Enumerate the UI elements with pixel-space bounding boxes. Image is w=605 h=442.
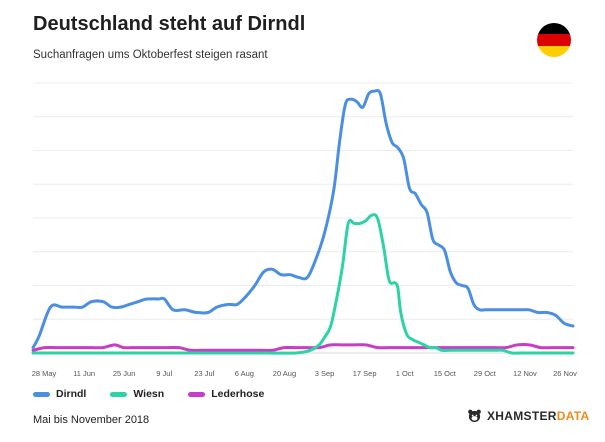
x-tick-label: 11 Jun bbox=[73, 369, 95, 378]
x-tick-label: 6 Aug bbox=[235, 369, 254, 378]
legend-swatch-lederhose bbox=[188, 391, 206, 397]
brand-name: XHAMSTER bbox=[487, 408, 557, 423]
legend-item-lederhose: Lederhose bbox=[188, 388, 264, 400]
x-tick-label: 17 Sep bbox=[353, 369, 377, 378]
page-subtitle: Suchanfragen ums Oktoberfest steigen ras… bbox=[33, 49, 268, 61]
x-tick-label: 15 Oct bbox=[434, 369, 457, 378]
flag-stripe-gold bbox=[537, 45, 571, 57]
x-tick-label: 12 Nov bbox=[513, 369, 537, 378]
legend-item-dirndl: Dirndl bbox=[33, 388, 86, 400]
x-tick-label: 1 Oct bbox=[396, 369, 415, 378]
x-tick-label: 20 Aug bbox=[273, 369, 296, 378]
chart-legend: Dirndl Wiesn Lederhose bbox=[33, 388, 264, 400]
flag-stripe-red bbox=[537, 34, 571, 46]
legend-label-dirndl: Dirndl bbox=[56, 388, 87, 400]
brand-suffix: DATA bbox=[556, 408, 590, 423]
series-line-lederhose bbox=[31, 343, 575, 353]
x-tick-label: 9 Jul bbox=[156, 369, 172, 378]
x-tick-label: 25 Jun bbox=[113, 369, 136, 378]
x-tick-label: 3 Sep bbox=[315, 369, 335, 378]
x-tick-label: 26 Nov bbox=[553, 369, 577, 378]
germany-flag-icon bbox=[537, 23, 571, 57]
legend-item-wiesn: Wiesn bbox=[110, 388, 164, 400]
x-tick-label: 29 Oct bbox=[474, 369, 497, 378]
brand-logo: XHAMSTER DATA bbox=[467, 408, 590, 423]
legend-label-lederhose: Lederhose bbox=[211, 388, 265, 400]
hamster-logo-icon bbox=[468, 409, 481, 423]
legend-label-wiesn: Wiesn bbox=[133, 388, 165, 400]
series-line-wiesn bbox=[31, 213, 575, 355]
x-tick-label: 28 May bbox=[32, 369, 57, 378]
x-tick-label: 23 Jul bbox=[194, 369, 214, 378]
date-range-note: Mai bis November 2018 bbox=[33, 414, 150, 426]
legend-swatch-wiesn bbox=[110, 391, 128, 397]
line-chart: 28 May 11 Jun 25 Jun 9 Jul 23 Jul 6 Aug 20 Aug… bbox=[31, 82, 577, 378]
legend-swatch-dirndl bbox=[33, 391, 50, 397]
page-title: Deutschland steht auf Dirndl bbox=[33, 13, 306, 35]
flag-stripe-black bbox=[537, 23, 571, 35]
series-line-dirndl bbox=[31, 88, 575, 350]
